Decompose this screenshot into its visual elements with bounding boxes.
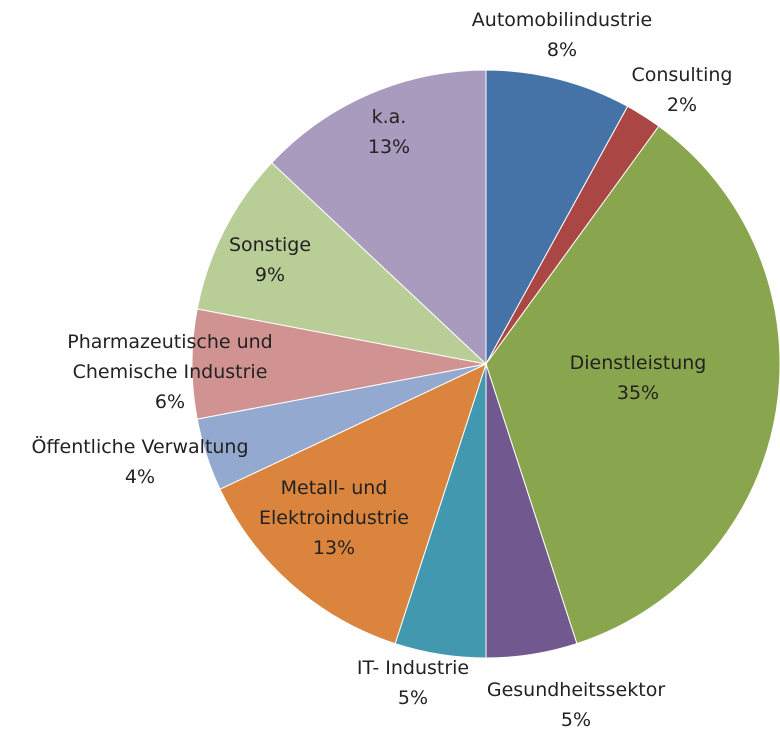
- value-label: 4%: [124, 466, 156, 488]
- slice-label: Gesundheitssektor 5%: [456, 675, 696, 731]
- category-label: Metall- und Elektroindustrie: [259, 477, 409, 529]
- category-label: Dienstleistung: [569, 352, 707, 374]
- category-label: Automobilindustrie: [471, 9, 653, 31]
- slice-label: Öffentliche Verwaltung 4%: [0, 432, 280, 492]
- value-label: 13%: [367, 136, 411, 158]
- slice-label: Pharmazeutische und Chemische Industrie 6…: [40, 327, 300, 417]
- category-label: Consulting: [631, 64, 733, 86]
- slice-label: Metall- und Elektroindustrie 13%: [244, 473, 424, 563]
- category-label: IT- Industrie: [356, 657, 470, 679]
- value-label: 8%: [546, 39, 578, 61]
- value-label: 9%: [254, 264, 286, 286]
- pie-slice: [485, 69, 629, 365]
- slice-label: Automobilindustrie 8%: [442, 5, 682, 65]
- value-label: 5%: [397, 687, 429, 709]
- category-label: Pharmazeutische und Chemische Industrie: [67, 331, 273, 383]
- value-label: 13%: [312, 537, 356, 559]
- pie-slice: [270, 69, 487, 366]
- pie-slice: [485, 125, 780, 645]
- pie-slice: [196, 162, 488, 365]
- slice-label: Sonstige 9%: [190, 230, 350, 290]
- category-label: Öffentliche Verwaltung: [31, 436, 249, 458]
- category-label: Sonstige: [228, 234, 312, 256]
- slice-label: Dienstleistung 35%: [528, 348, 748, 408]
- category-label: k.a.: [371, 106, 407, 128]
- pie-slice: [219, 363, 487, 645]
- value-label: 5%: [560, 709, 592, 731]
- slice-label: k.a. 13%: [339, 102, 439, 162]
- value-label: 6%: [154, 391, 186, 413]
- slice-label: Consulting 2%: [612, 60, 752, 120]
- value-label: 2%: [666, 94, 698, 116]
- slice-label: IT- Industrie 5%: [323, 653, 503, 713]
- category-label: Gesundheitssektor: [486, 679, 666, 701]
- value-label: 35%: [616, 382, 660, 404]
